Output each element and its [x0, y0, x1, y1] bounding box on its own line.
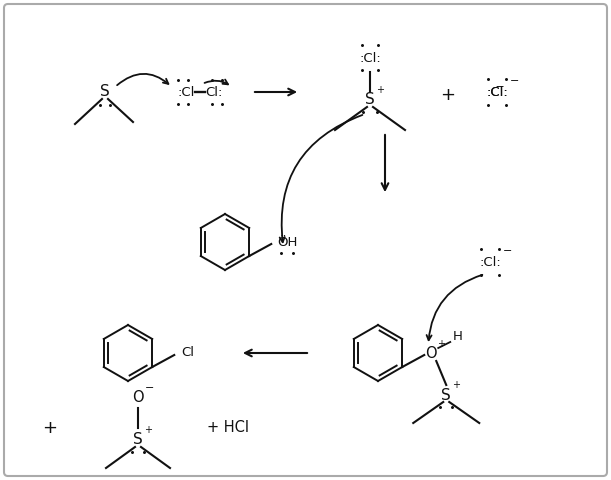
Text: S: S: [100, 84, 110, 99]
Text: +: +: [144, 425, 152, 435]
Text: −: −: [510, 76, 520, 86]
Text: Cl: Cl: [181, 347, 195, 360]
Text: S: S: [133, 432, 143, 447]
Text: O: O: [425, 346, 437, 360]
Text: O: O: [132, 391, 144, 406]
Text: +: +: [437, 339, 445, 349]
FancyBboxPatch shape: [4, 4, 607, 476]
Text: −: −: [145, 383, 155, 393]
Text: +: +: [43, 419, 57, 437]
Text: :Cl:: :Cl:: [479, 255, 501, 268]
Text: S: S: [441, 387, 451, 403]
Text: +: +: [441, 86, 455, 104]
Text: S: S: [365, 93, 375, 108]
Text: :Cl̅:: :Cl̅:: [486, 85, 508, 98]
Text: :Cl:: :Cl:: [486, 85, 508, 98]
Text: +: +: [376, 85, 384, 95]
Text: :Cl: :Cl: [177, 85, 195, 98]
Text: Cl:: Cl:: [205, 85, 222, 98]
Text: +: +: [452, 380, 460, 390]
Text: + HCl: + HCl: [207, 420, 249, 435]
Text: :Cl:: :Cl:: [359, 51, 381, 64]
Text: −: −: [503, 246, 513, 256]
Text: H: H: [452, 331, 462, 344]
Text: ÖH: ÖH: [277, 236, 298, 249]
